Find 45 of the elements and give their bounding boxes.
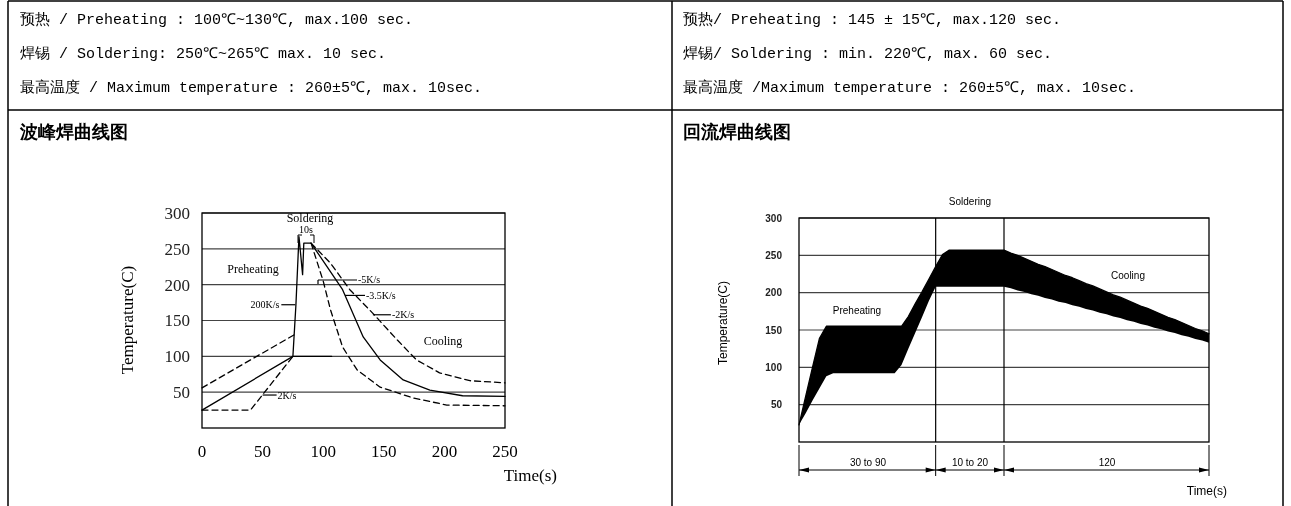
x-axis-title: Time(s)	[503, 466, 557, 485]
annotation: -2K/s	[391, 309, 415, 321]
y-tick-label: 300	[765, 212, 783, 224]
chart-title: 波峰焊曲线图	[19, 122, 128, 142]
x-tick-label: 250	[492, 442, 518, 461]
y-tick-label: 150	[164, 311, 190, 331]
annotation: Cooling	[1111, 270, 1145, 281]
annotation: Soldering	[286, 211, 334, 225]
annotation: -5K/s	[358, 274, 381, 285]
annotation: 10s	[299, 224, 314, 235]
annotation: -3.5K/s	[366, 289, 396, 301]
annotation: 200K/s	[250, 299, 280, 311]
annotation: Preheating	[832, 305, 882, 316]
y-axis-title: Temperature(C)	[716, 280, 730, 366]
y-tick-label: 200	[765, 287, 783, 299]
y-tick-label: 50	[770, 399, 783, 411]
y-tick-label: 100	[765, 361, 783, 373]
y-tick-label: 50	[173, 383, 190, 403]
text: 10 to 20	[951, 457, 989, 468]
chart-title: 回流焊曲线图	[683, 122, 791, 142]
y-tick-label: 100	[164, 347, 190, 367]
annotation: Cooling	[423, 334, 463, 348]
y-tick-label: 300	[164, 203, 190, 223]
x-tick-label: 0	[197, 442, 207, 461]
x-axis-title: Time(s)	[1186, 484, 1227, 498]
text: 预热 / Preheating : 100℃~130℃, max.100 sec.	[20, 12, 414, 29]
y-tick-label: 200	[164, 275, 190, 295]
x-tick-label: 150	[371, 442, 397, 461]
text: 焊锡/ Soldering : min. 220℃, max. 60 sec.	[683, 45, 1053, 63]
y-tick-label: 250	[164, 239, 190, 259]
annotation: Preheating	[227, 262, 279, 276]
text: Soldering	[948, 196, 992, 207]
text: 最高温度 / Maximum temperature : 260±5℃, max. 10sec.	[20, 79, 483, 97]
x-tick-label: 50	[254, 442, 272, 461]
text: 预热/ Preheating : 145 ± 15℃, max.120 sec.	[683, 12, 1062, 29]
y-tick-label: 250	[765, 249, 783, 261]
text: 120	[1098, 457, 1116, 468]
text: 最高温度 /Maximum temperature : 260±5℃, max. 10sec.	[683, 79, 1137, 97]
text: 焊锡 / Soldering: 250℃~265℃ max. 10 sec.	[20, 45, 387, 63]
y-axis-title: Temperature(C)	[118, 265, 137, 375]
annotation: 2K/s	[277, 389, 297, 401]
y-tick-label: 150	[765, 324, 783, 336]
x-tick-label: 100	[310, 442, 336, 461]
x-tick-label: 200	[431, 442, 458, 461]
text: 30 to 90	[849, 457, 887, 468]
